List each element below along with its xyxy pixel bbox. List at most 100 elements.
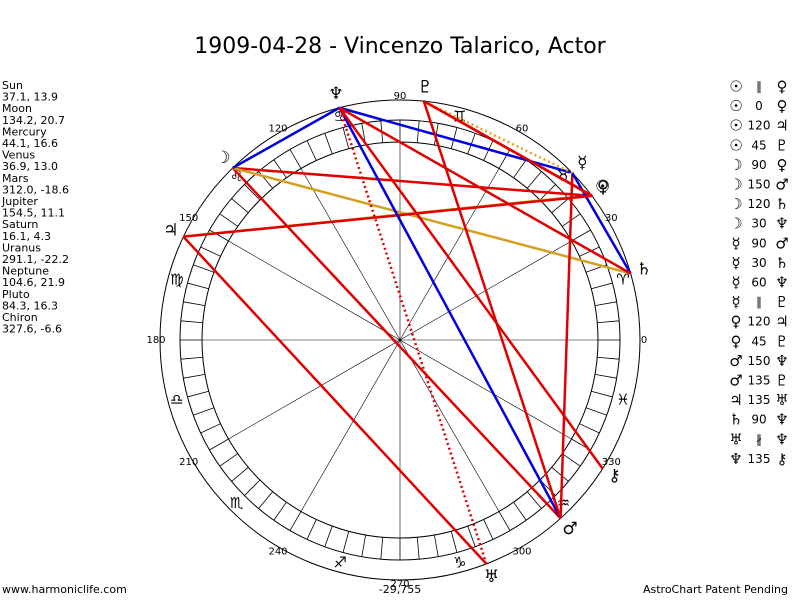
aspect-type: 45 — [751, 334, 766, 348]
sign-glyph: ♌ — [230, 167, 243, 185]
ring-tick — [483, 519, 494, 540]
planet-name: Mars — [2, 172, 29, 185]
planet-coords: 291.1, -22.2 — [2, 253, 69, 266]
planet-name: Moon — [2, 102, 32, 115]
planet-name: Neptune — [2, 265, 49, 278]
ring-tick — [361, 534, 367, 557]
degree-label: 300 — [512, 546, 531, 557]
aspect-planet-b: ♇ — [775, 136, 788, 154]
aspect-type: 150 — [748, 354, 771, 368]
spoke — [228, 240, 401, 341]
aspect-planet-b: ⚷ — [777, 450, 788, 468]
ring-tick — [209, 438, 229, 451]
ring-tick — [209, 229, 229, 242]
sign-glyph: ♎ — [170, 390, 183, 408]
aspect-type: 135 — [748, 452, 771, 466]
planet-name: Mercury — [2, 125, 47, 138]
ring-tick — [200, 246, 221, 257]
planet-name: Sun — [2, 79, 23, 92]
ring-tick — [498, 149, 511, 169]
ring-tick — [306, 140, 317, 161]
planet-coords: 154.5, 11.1 — [2, 207, 65, 220]
degree-label: 330 — [602, 457, 621, 468]
planet-coords: 36.9, 13.0 — [2, 160, 58, 173]
aspect-type: 90 — [751, 413, 766, 427]
planet-glyph: ♀ — [597, 177, 609, 197]
ring-tick — [513, 501, 527, 521]
ring-tick — [258, 491, 274, 509]
ring-tick — [591, 282, 613, 290]
aspect-planet-a: ♆ — [729, 450, 742, 468]
aspect-planet-a: ☽ — [729, 215, 742, 233]
aspect-planet-b: ♀ — [777, 156, 788, 174]
aspect-planet-a: ♄ — [729, 411, 742, 429]
ring-tick — [231, 466, 249, 482]
aspect-type: 135 — [748, 393, 771, 407]
ring-tick — [551, 466, 569, 482]
planet-glyph: ♂ — [562, 519, 577, 539]
planet-name: Chiron — [2, 311, 38, 324]
spoke — [228, 339, 401, 440]
ring-tick — [571, 229, 591, 242]
aspect-planet-a: ♂ — [729, 352, 742, 370]
aspect-line — [423, 100, 593, 197]
ring-tick — [306, 519, 317, 540]
spoke — [300, 339, 401, 512]
aspect-planet-b: ♆ — [775, 411, 788, 429]
ring-tick — [594, 373, 617, 379]
ring-tick — [200, 423, 221, 434]
planet-name: Venus — [2, 149, 35, 162]
aspect-planet-b: ♆ — [775, 352, 788, 370]
ring-tick — [289, 511, 302, 531]
aspect-type: 60 — [751, 276, 766, 290]
spoke — [300, 168, 401, 341]
ring-tick — [324, 525, 333, 547]
aspect-planet-b: ♀ — [777, 97, 788, 115]
ring-tick — [579, 246, 600, 257]
ring-tick — [187, 282, 209, 290]
aspect-planet-a: ♀ — [731, 313, 742, 331]
ring-tick — [585, 407, 607, 416]
aspect-planet-a: ♅ — [729, 430, 742, 448]
aspect-planet-b: ♄ — [775, 195, 788, 213]
ring-tick — [416, 120, 420, 143]
ring-tick — [498, 511, 511, 531]
ring-tick — [244, 184, 261, 201]
ring-tick — [342, 127, 350, 149]
ring-tick — [193, 264, 215, 273]
aspect-type: 120 — [748, 315, 771, 329]
ring-tick — [561, 453, 581, 467]
aspect-line — [182, 235, 488, 565]
ring-tick — [273, 501, 287, 521]
aspect-line — [232, 166, 593, 198]
outer-circle — [159, 99, 641, 581]
aspect-line — [232, 166, 631, 275]
ring-tick — [513, 159, 527, 179]
planet-glyph: ♄ — [636, 260, 651, 280]
ring-tick — [551, 198, 569, 214]
aspect-type: 120 — [748, 197, 771, 211]
degree-label: 240 — [268, 546, 287, 557]
planet-coords: 312.0, -18.6 — [2, 183, 69, 196]
planet-coords: 327.6, -6.6 — [2, 323, 62, 336]
aspect-planet-a: ☉ — [729, 117, 742, 135]
sign-glyph: ♑ — [453, 554, 466, 572]
degree-label: 30 — [605, 213, 618, 224]
ring-tick — [193, 407, 215, 416]
aspect-type: 45 — [751, 138, 766, 152]
ring-tick — [526, 491, 542, 509]
planet-name: Uranus — [2, 241, 41, 254]
planet-glyph: ☽ — [215, 148, 230, 168]
sign-glyph: ♏ — [230, 494, 244, 512]
ring-tick — [591, 390, 613, 398]
ring-tick — [526, 171, 542, 189]
degree-label: 270 — [390, 579, 409, 590]
planet-glyph: ♇ — [418, 77, 433, 97]
aspect-planet-b: ♅ — [775, 391, 788, 409]
aspect-planet-a: ☉ — [729, 78, 742, 96]
sign-glyph: ♐ — [333, 554, 346, 572]
ring-tick — [187, 390, 209, 398]
chart-title: 1909-04-28 - Vincenzo Talarico, Actor — [194, 34, 606, 59]
aspect-line — [338, 107, 562, 519]
